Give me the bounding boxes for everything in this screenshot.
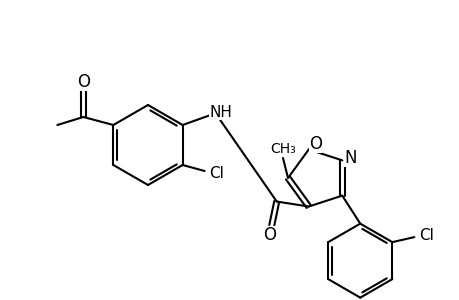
Text: N: N [343,149,356,167]
Text: Cl: Cl [418,228,433,243]
Text: Cl: Cl [209,166,224,181]
Text: O: O [308,136,321,154]
Text: O: O [263,226,275,244]
Text: NH: NH [209,104,232,119]
Text: O: O [77,73,90,91]
Text: CH₃: CH₃ [269,142,295,156]
